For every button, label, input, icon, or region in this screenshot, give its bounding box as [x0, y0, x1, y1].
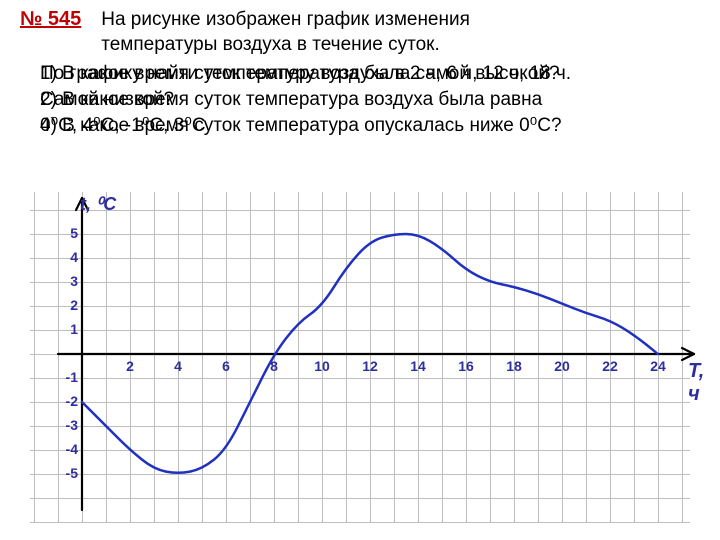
- xtick: 14: [410, 358, 426, 374]
- xtick: 18: [506, 358, 522, 374]
- question-1-overlay: По графику найти температуру воздуха в 2…: [40, 61, 571, 87]
- ytick: 3: [48, 273, 78, 289]
- xtick: 6: [222, 358, 230, 374]
- ytick: -3: [48, 417, 78, 433]
- xtick: 24: [650, 358, 666, 374]
- y-axis-label: t, ⁰С: [80, 194, 116, 215]
- ytick: 2: [48, 297, 78, 313]
- ytick: -4: [48, 441, 78, 457]
- chart-curve: [30, 192, 690, 522]
- ytick: 1: [48, 321, 78, 337]
- xtick: 4: [174, 358, 182, 374]
- xtick: 12: [362, 358, 378, 374]
- xtick: 2: [126, 358, 134, 374]
- xtick: 10: [314, 358, 330, 374]
- question-block: 1) В какое время суток температура была …: [40, 61, 690, 138]
- ytick: 4: [48, 249, 78, 265]
- ytick: -1: [48, 369, 78, 385]
- ytick: -5: [48, 465, 78, 481]
- temperature-chart: t, ⁰С T, ч 12345-1-2-3-4-524681012141618…: [30, 192, 690, 522]
- x-axis-label: T, ч: [688, 360, 704, 406]
- question-2-overlay: Самой низкой?: [40, 87, 174, 113]
- intro-line-1: На рисунке изображен график изменения: [101, 9, 470, 30]
- intro-text: На рисунке изображен график изменения те…: [101, 8, 470, 57]
- problem-number: № 545: [20, 8, 81, 31]
- xtick: 22: [602, 358, 618, 374]
- ytick: 5: [48, 225, 78, 241]
- intro-line-2: температуры воздуха в течение суток.: [101, 34, 440, 55]
- xtick: 16: [458, 358, 474, 374]
- xtick: 8: [270, 358, 278, 374]
- question-3-overlay: 0⁰С, 4⁰С, -1⁰С, 3⁰С: [40, 113, 206, 139]
- ytick: -2: [48, 393, 78, 409]
- xtick: 20: [554, 358, 570, 374]
